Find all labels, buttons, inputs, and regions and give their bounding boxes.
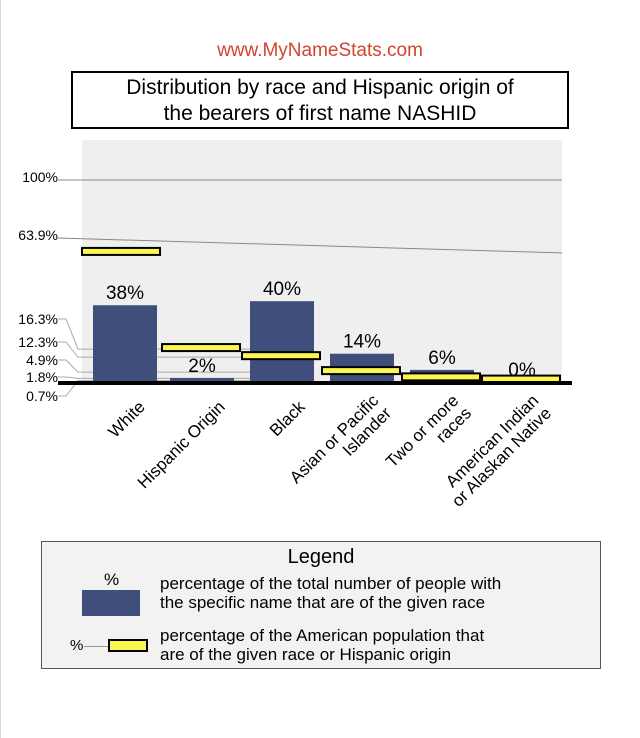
bar <box>93 305 157 382</box>
chart-title-line-1: Distribution by race and Hispanic origin… <box>126 76 514 99</box>
chart-title-box: Distribution by race and Hispanic origin… <box>71 71 569 129</box>
x-category-label: White <box>105 397 149 441</box>
y-tick-label: 16.3% <box>18 311 58 327</box>
bar-value-label: 38% <box>106 283 144 304</box>
x-category-label-line: Black <box>266 397 309 440</box>
bar-value-label: 40% <box>263 279 301 300</box>
bar <box>170 377 234 382</box>
y-tick-label: 12.3% <box>18 334 58 350</box>
legend-bar-text-line-1: percentage of the total number of people… <box>160 574 502 593</box>
tick-leader <box>58 380 250 397</box>
bar-value-label: 14% <box>343 332 381 353</box>
reference-marker <box>321 366 401 376</box>
y-tick-label: 4.9% <box>26 352 58 368</box>
tick-leader <box>58 341 250 358</box>
bar <box>250 301 314 382</box>
reference-marker <box>81 246 161 256</box>
y-tick-label: 100% <box>22 169 58 185</box>
legend-marker-line <box>84 646 108 647</box>
legend-marker-text-line-1: percentage of the American population th… <box>160 626 485 645</box>
legend-bar-text: percentage of the total number of people… <box>160 574 501 612</box>
legend-bar-symbol: % <box>104 570 120 589</box>
reference-marker <box>401 372 481 382</box>
y-tick-label: 1.8% <box>26 369 58 385</box>
tick-leader <box>58 359 250 373</box>
left-border <box>0 0 1 738</box>
legend: Legend % percentage of the total number … <box>41 541 601 669</box>
x-category-label: Hispanic Origin <box>134 397 229 492</box>
y-tick-label: 63.9% <box>18 227 58 243</box>
legend-marker-text-line-2: are of the given race or Hispanic origin <box>160 645 452 664</box>
gridline <box>57 237 563 254</box>
tick-leader <box>58 376 250 379</box>
reference-marker <box>161 343 241 353</box>
chart: 100% 63.9% 16.3% 12.3% 4.9%1.8% 0.7% 38% White 2… <box>18 140 572 511</box>
x-category-label-line: White <box>105 397 149 441</box>
x-category-label: Black <box>266 397 309 440</box>
legend-marker-symbol: % <box>70 637 84 654</box>
legend-marker-text: percentage of the American population th… <box>160 626 484 664</box>
reference-marker <box>241 351 321 361</box>
x-category-label-line: Hispanic Origin <box>134 397 229 492</box>
legend-bar-text-line-2: the specific name that are of the given … <box>160 593 486 612</box>
bar-value-label: 6% <box>428 348 456 369</box>
chart-title-line-2: the bearers of first name NASHID <box>163 102 477 125</box>
site-link[interactable]: www.MyNameStats.com <box>217 40 423 61</box>
legend-title: Legend <box>287 546 355 568</box>
legend-bar-swatch <box>82 590 140 616</box>
legend-marker-swatch <box>108 639 148 652</box>
y-tick-label: 0.7% <box>26 388 58 404</box>
bar-value-label: 2% <box>188 356 216 377</box>
